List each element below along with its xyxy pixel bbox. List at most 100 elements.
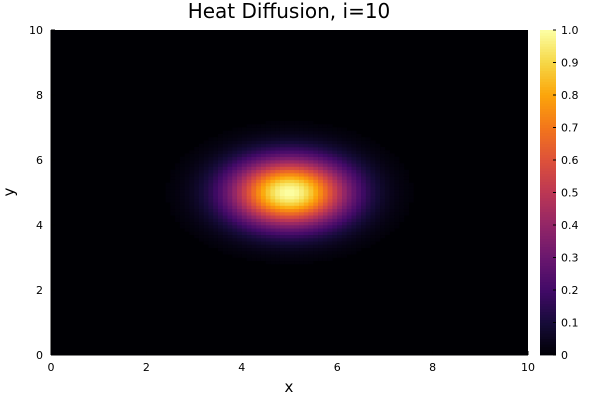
heatmap-cell [356,199,362,203]
heatmap-cell [241,173,247,177]
y-tick-label: 4 [36,219,43,232]
heatmap-cell [289,189,295,193]
heatmap-cell [303,134,309,138]
colorbar-segment [540,222,556,226]
heatmap-cell [279,199,286,203]
heatmap-cell [294,208,300,213]
heatmap-cell [275,182,281,187]
heatmap-cell [332,147,338,151]
heatmap-cell [356,147,362,151]
heatmap-cell [279,134,286,138]
heatmap-cell [299,218,305,223]
heatmap-cell [351,205,357,210]
heatmap-cell [308,176,314,180]
heatmap-cell [299,241,305,245]
heatmap-cell [289,251,295,255]
colorbar-segment [540,35,556,39]
heatmap-cell [313,208,319,213]
colorbar-tick-label: 0.7 [561,122,579,135]
heatmap-cell [198,234,204,239]
heatmap-cell [289,205,295,210]
heatmap-cell [299,192,305,197]
heatmap-cell [241,134,247,138]
colorbar-segment [540,168,556,172]
colorbar-segment [540,300,556,304]
heatmap-cell [380,166,386,171]
heatmap-cell [299,251,305,255]
heatmap-cell [356,202,362,206]
heatmap-cell [294,182,300,187]
heatmap-cell [303,163,309,167]
heatmap-cell [327,231,333,236]
heatmap-cell [203,179,209,184]
colorbar-segment [540,111,556,115]
heatmap-cell [351,218,357,223]
heatmap-cell [299,179,305,184]
heatmap-cell [194,205,200,210]
heatmap-cell [279,238,286,242]
heatmap-cell [170,189,176,193]
heatmap-cell [337,199,343,203]
heatmap-cell [260,127,266,132]
heatmap-cell [179,182,185,187]
heatmap-cell [217,202,224,206]
colorbar-segment [540,54,556,58]
heatmap-cell [270,153,276,158]
heatmap-cell [289,202,295,206]
colorbar-segment [540,341,556,345]
heatmap-cell [384,195,390,200]
heatmap-cell [361,166,367,171]
heatmap-cell [380,202,386,206]
heatmap-cell [346,137,352,141]
heatmap-cell [208,173,214,177]
heatmap-cell [232,147,238,151]
heatmap-cell [294,260,300,265]
heatmap-cell [184,205,190,210]
heatmap-cell [375,231,381,236]
heatmap-cell [341,238,348,242]
heatmap-cell [351,169,357,174]
heatmap-cell [237,231,243,236]
heatmap-cell [327,205,333,210]
heatmap-cell [361,163,367,167]
heatmap-cell [184,166,190,171]
heatmap-cell [279,166,286,171]
heatmap-cell [318,130,324,135]
heatmap-cell [375,215,381,219]
heatmap-cell [384,179,390,184]
heatmap-cell [279,143,286,148]
heatmap-cell [337,156,343,161]
heatmap-cell [337,234,343,239]
heatmap-cell [308,228,314,232]
heatmap-cell [232,202,238,206]
heatmap-cell [380,189,386,193]
heatmap-cell [246,173,252,177]
heatmap-cell [222,221,228,226]
heatmap-cell [203,176,209,180]
heatmap-cell [375,189,381,193]
heatmap-cell [217,241,224,245]
heatmap-cell [251,205,257,210]
heatmap-cell [217,247,224,252]
heatmap-cell [380,192,386,197]
heatmap-cell [318,254,324,258]
heatmap-cell [289,199,295,203]
heatmap-cell [384,221,390,226]
heatmap-cell [232,192,238,197]
heatmap-cell [265,140,271,145]
heatmap-cell [251,199,257,203]
heatmap-cell [351,163,357,167]
heatmap-cell [270,218,276,223]
heatmap-cell [313,234,319,239]
heatmap-cell [175,202,181,206]
heatmap-cell [346,134,352,138]
heatmap-cell [232,244,238,249]
heatmap-cell [256,166,262,171]
colorbar-segment [540,271,556,275]
colorbar-segment [540,48,556,53]
heatmap-cell [394,156,400,161]
heatmap-cell [184,228,190,232]
heatmap-cell [175,176,181,180]
heatmap-cell [308,173,314,177]
